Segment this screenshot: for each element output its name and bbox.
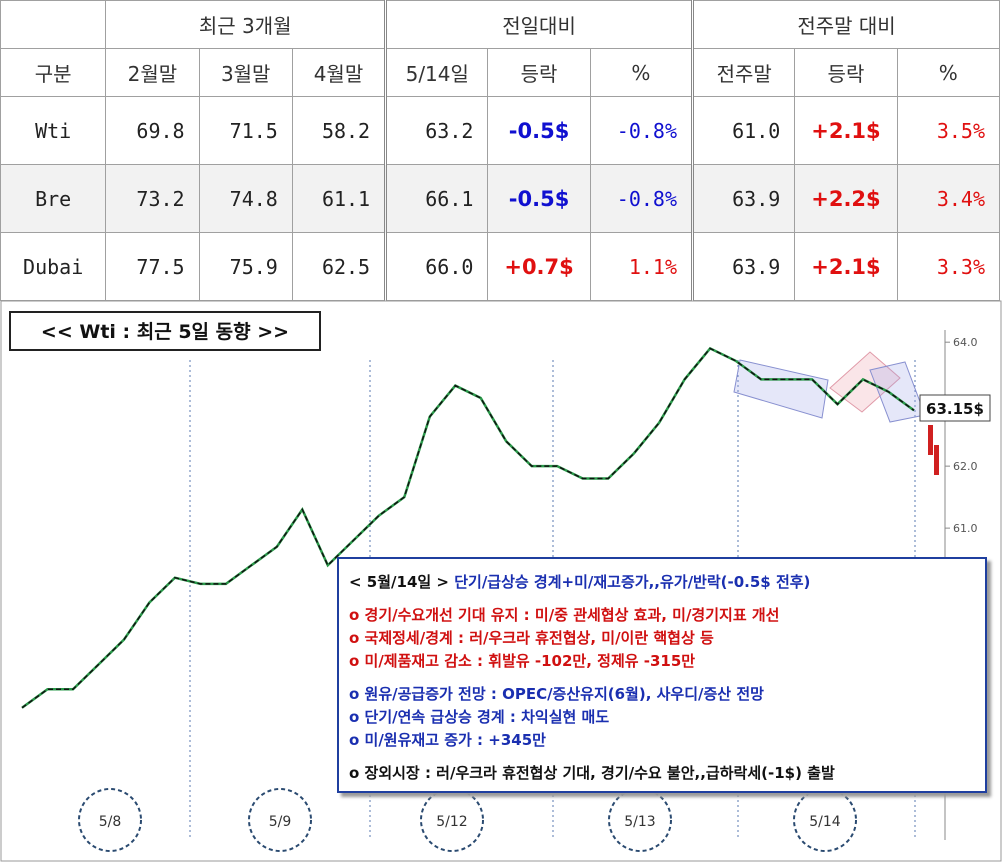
cell: +2.1$: [794, 96, 898, 165]
cell: 66.1: [384, 164, 489, 233]
note-line: o 미/원유재고 증가 : +345만: [349, 731, 546, 749]
data-row: Wti 69.8 71.5 58.2 63.2 -0.5$ -0.8% 61.0 +2.1$ 3.…: [0, 96, 1001, 165]
chart-title: << Wti : 최근 5일 동향 >>: [41, 321, 289, 343]
cell: +2.1$: [794, 232, 898, 301]
header-cell: [0, 0, 107, 49]
column-header: 등락: [487, 48, 591, 97]
cell: -0.8%: [589, 96, 694, 165]
candle: [928, 425, 933, 455]
day-circle: [608, 788, 672, 852]
note-line: o 미/제품재고 감소 : 휘발유 -102만, 정제유 -315만: [349, 652, 696, 670]
cell: -0.5$: [487, 164, 591, 233]
price-trend: [21, 347, 915, 709]
column-header: 전주말: [691, 48, 796, 97]
cell: +2.2$: [794, 164, 898, 233]
cell: 63.2: [384, 96, 489, 165]
table-body: 최근 3개월 전일대비 전주말 대비 구분 2월말 3월말 4월말 5/14일 등락% 전주말 등락…: [0, 0, 1001, 301]
group-header: 최근 3개월: [105, 0, 387, 49]
day-label: 5/14: [809, 814, 841, 830]
column-header: 5/14일: [384, 48, 489, 97]
y-tick-label: 64.0: [953, 336, 978, 349]
y-tick-label: 62.0: [953, 460, 978, 473]
note-line: o 경기/수요개선 기대 유지 : 미/중 관세협상 효과, 미/경기지표 개선: [349, 606, 780, 624]
cell: -0.5$: [487, 96, 591, 165]
column-header: %: [589, 48, 694, 97]
day-circle: [78, 788, 142, 852]
cell: 63.9: [691, 164, 796, 233]
price-label-box: [919, 394, 991, 422]
cell: 1.1%: [589, 232, 694, 301]
day-circle: [248, 788, 312, 852]
cell: +0.7$: [487, 232, 591, 301]
column-header: 4월말: [291, 48, 387, 97]
day-circle: [420, 788, 484, 852]
row-label: Wti: [0, 96, 107, 165]
cell: 75.9: [198, 232, 293, 301]
note-date: < 5월/14일 >: [349, 573, 449, 591]
note-line: o 국제정세/경계 : 러/우크라 휴전협상, 미/이란 핵협상 등: [349, 629, 714, 647]
column-header: 2월말: [105, 48, 200, 97]
cell: 3.4%: [896, 164, 1001, 233]
data-row: Bre 73.2 74.8 61.1 66.1 -0.5$ -0.8% 63.9 +2.2$ 3.…: [0, 164, 1001, 233]
day-label: 5/9: [269, 814, 292, 830]
note-heading: < 5월/14일 > 단기/급상승 경계+미/재고증가,,유가/반락(-0.5$…: [349, 571, 975, 594]
group-header: 전주말 대비: [691, 0, 1000, 49]
cell: 62.5: [291, 232, 387, 301]
cell: 73.2: [105, 164, 200, 233]
day-label: 5/13: [624, 814, 655, 830]
price-table: 최근 3개월 전일대비 전주말 대비 구분 2월말 3월말 4월말 5/14일 등락% 전주말 등락…: [0, 0, 1001, 301]
cell: 66.0: [384, 232, 489, 301]
group-header: 전일대비: [384, 0, 694, 49]
cell: 61.0: [691, 96, 796, 165]
day-label: 5/8: [99, 814, 122, 830]
cell: 74.8: [198, 164, 293, 233]
cell: 69.8: [105, 96, 200, 165]
header-row: 구분 2월말 3월말 4월말 5/14일 등락% 전주말 등락%: [0, 48, 1001, 97]
candle: [934, 445, 939, 475]
y-tick-label: 61.0: [953, 522, 978, 535]
cell: 71.5: [198, 96, 293, 165]
day-label: 5/12: [436, 814, 467, 830]
annotation-box: < 5월/14일 > 단기/급상승 경계+미/재고증가,,유가/반락(-0.5$…: [337, 557, 987, 793]
note-line: o 장외시장 : 러/우크라 휴전협상 기대, 경기/수요 불안,,급하락세(-…: [349, 764, 835, 782]
title-box: [9, 311, 321, 351]
cell: -0.8%: [589, 164, 694, 233]
cell: 77.5: [105, 232, 200, 301]
cell: 3.5%: [896, 96, 1001, 165]
column-header: 구분: [0, 48, 107, 97]
column-header: 등락: [794, 48, 898, 97]
column-header: 3월말: [198, 48, 293, 97]
note-line: o 단기/연속 급상승 경계 : 차익실현 매도: [349, 708, 610, 726]
cell: 58.2: [291, 96, 387, 165]
row-label: Dubai: [0, 232, 107, 301]
header-row: 최근 3개월 전일대비 전주말 대비: [0, 0, 1000, 49]
cell: 63.9: [691, 232, 796, 301]
note-heading-text: 단기/급상승 경계+미/재고증가,,유가/반락(-0.5$ 전후): [454, 573, 811, 591]
data-row: Dubai 77.5 75.9 62.5 66.0 +0.7$ 1.1% 63.9 +2.1$ 3…: [0, 232, 1001, 301]
trend-box: [733, 359, 829, 419]
cell: 3.3%: [896, 232, 1001, 301]
note-line: o 원유/공급증가 전망 : OPEC/증산유지(6월), 사우디/증산 전망: [349, 685, 764, 703]
price-label: 63.15$: [926, 400, 984, 418]
row-label: Bre: [0, 164, 107, 233]
day-circle: [793, 788, 857, 852]
column-header: %: [896, 48, 1001, 97]
cell: 61.1: [291, 164, 387, 233]
